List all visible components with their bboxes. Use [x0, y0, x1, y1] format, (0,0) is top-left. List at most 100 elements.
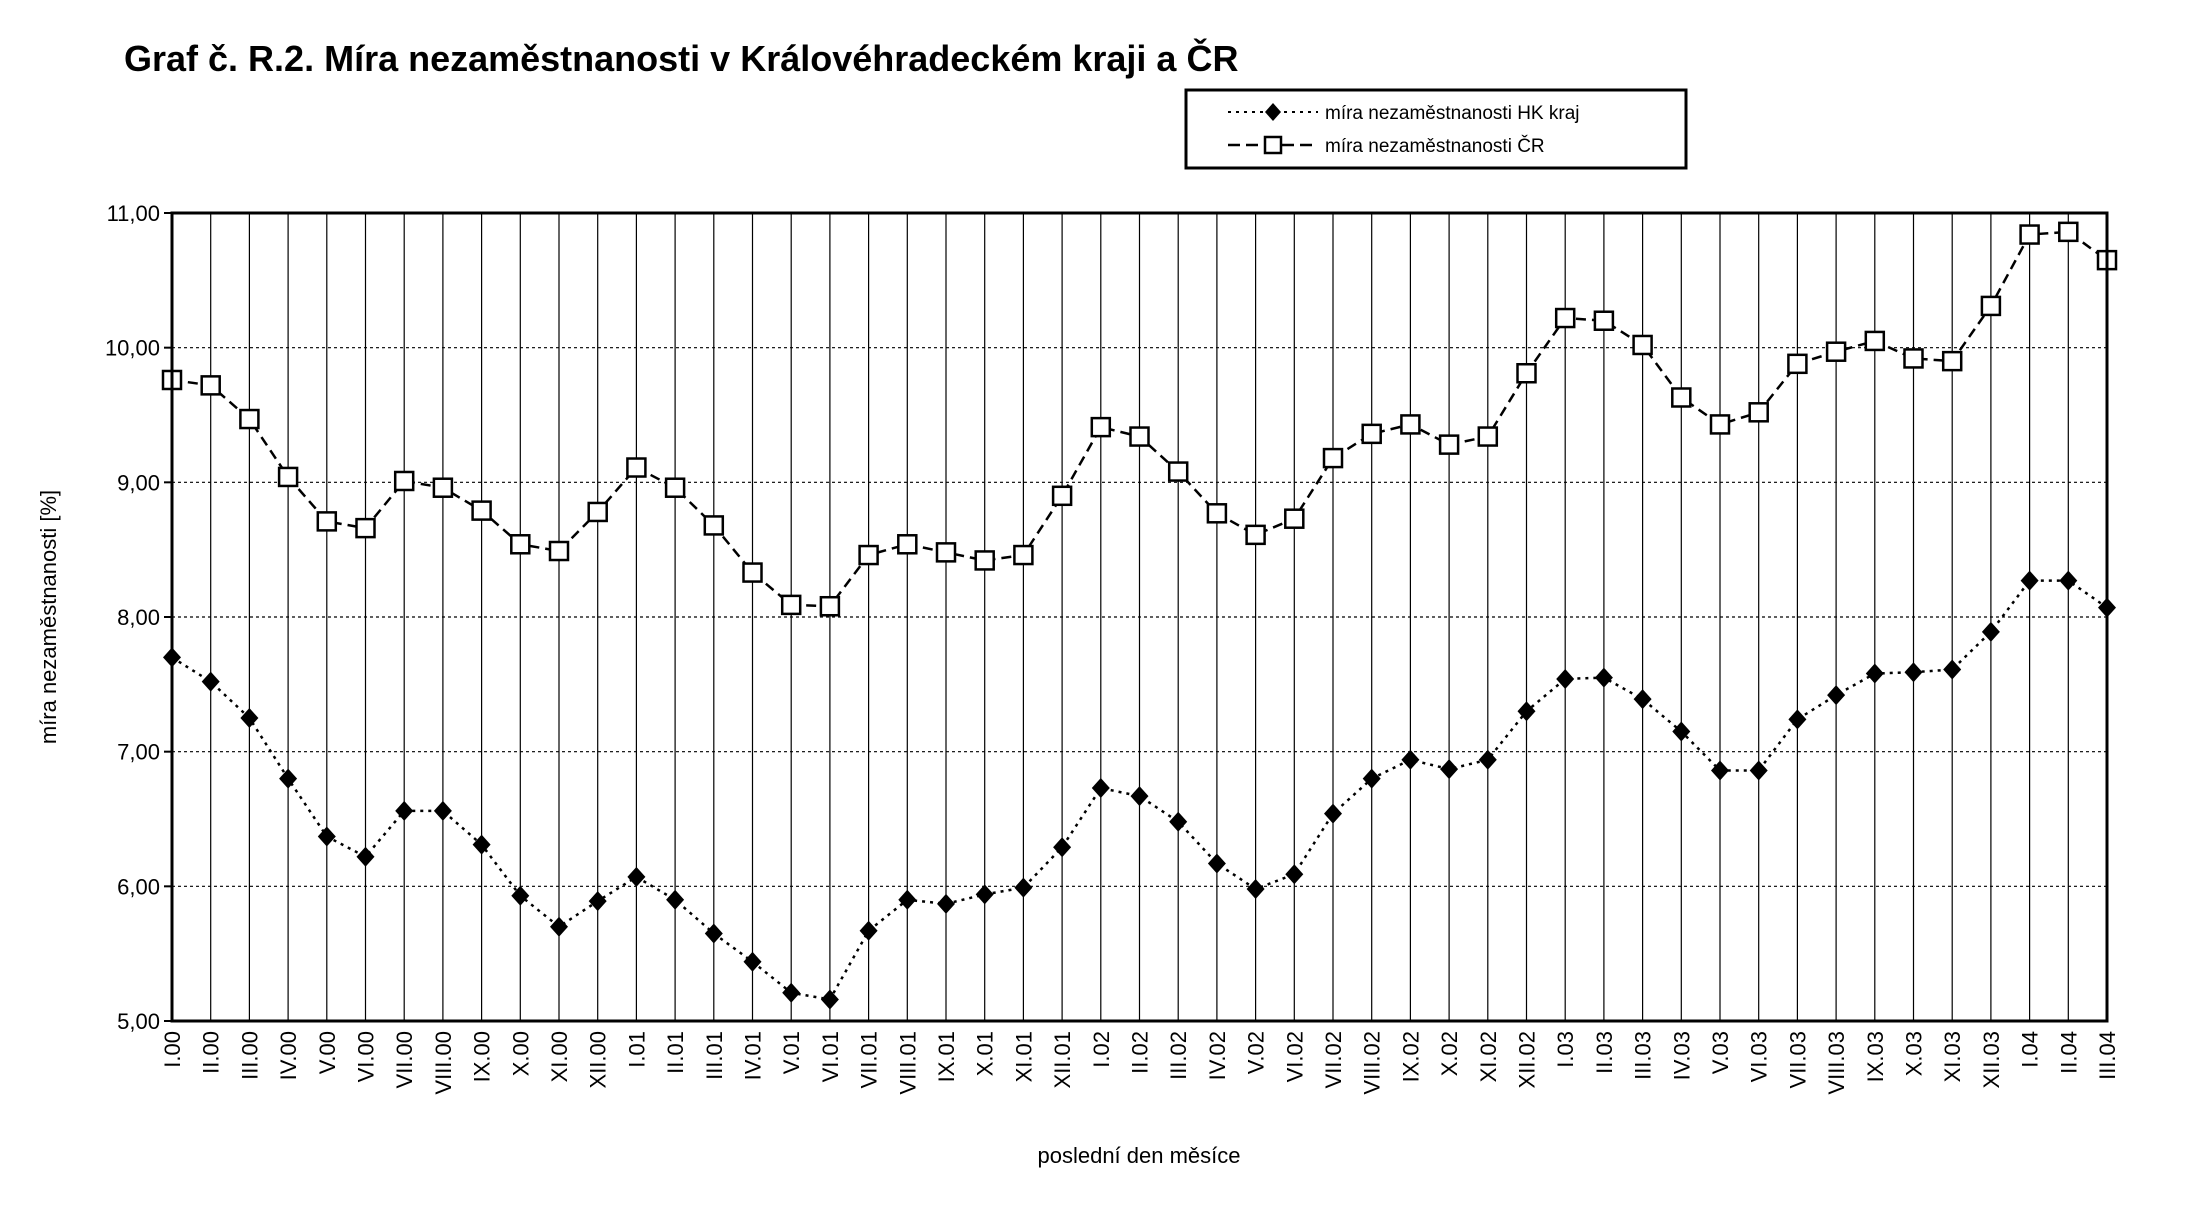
y-tick-label: 10,00 [105, 336, 160, 361]
data-point-hk [1130, 786, 1149, 807]
data-point-cr [1013, 544, 1034, 566]
data-point-hk [1788, 709, 1807, 730]
x-tick-label: I.04 [2018, 1031, 2043, 1068]
data-point-hk [1517, 701, 1536, 722]
data-point-hk [1672, 721, 1691, 742]
data-point-cr [1361, 423, 1382, 445]
data-point-hk [1053, 837, 1072, 858]
data-point-cr [858, 544, 879, 566]
data-point-hk [1943, 659, 1962, 680]
legend: míra nezaměstnanosti HK kraj míra nezamě… [1184, 88, 1688, 170]
data-point-cr [277, 466, 299, 488]
x-tick-label: V.03 [1708, 1031, 1733, 1074]
y-tick-label: 11,00 [107, 201, 160, 226]
data-point-hk [1478, 749, 1497, 770]
x-tick-label: III.02 [1166, 1031, 1191, 1080]
data-point-hk [1014, 877, 1033, 898]
data-point-hk [1091, 778, 1110, 799]
data-point-cr [1477, 426, 1499, 447]
data-point-hk [1362, 768, 1381, 789]
data-point-hk [1749, 760, 1768, 781]
x-tick-label: I.00 [160, 1031, 185, 1068]
x-tick-label: X.00 [508, 1031, 533, 1076]
x-tick-label: IX.02 [1398, 1031, 1423, 1082]
legend-square-icon [1263, 135, 1283, 155]
data-point-hk [201, 671, 220, 692]
plot-area-border [170, 211, 2109, 1023]
x-tick-label: XI.01 [1011, 1031, 1036, 1082]
data-point-hk [472, 834, 491, 855]
x-tick-label: III.04 [2095, 1031, 2120, 1080]
x-tick-label: II.00 [199, 1031, 224, 1074]
data-point-hk [1246, 879, 1265, 900]
data-point-hk [240, 708, 259, 728]
data-point-hk [511, 885, 530, 906]
data-point-cr [239, 408, 260, 430]
data-point-cr [587, 501, 608, 523]
data-point-cr [1709, 414, 1731, 435]
data-point-cr [200, 375, 221, 396]
data-point-cr [819, 595, 841, 617]
x-tick-label: XII.02 [1515, 1031, 1540, 1088]
x-tick-label: V.02 [1244, 1031, 1269, 1074]
data-point-cr [1941, 350, 1963, 372]
y-tick-label: 9,00 [117, 470, 160, 495]
x-tick-label: VIII.02 [1360, 1031, 1385, 1095]
y-axis-title: míra nezaměstnanosti [%] [36, 490, 61, 744]
x-tick-label: XI.00 [547, 1031, 572, 1082]
x-tick-label: IX.01 [934, 1031, 959, 1082]
data-point-hk [782, 982, 801, 1003]
x-tick-label: XI.02 [1476, 1031, 1501, 1082]
data-point-cr [1129, 426, 1150, 447]
x-tick-label: VII.00 [392, 1031, 417, 1088]
y-tick-label: 8,00 [117, 605, 160, 630]
data-point-hk [937, 893, 955, 914]
data-point-cr [355, 517, 376, 539]
x-tick-label: IV.01 [741, 1031, 766, 1080]
x-tick-label: VI.03 [1747, 1031, 1772, 1082]
x-tick-label: VIII.00 [431, 1031, 456, 1095]
data-point-hk [395, 800, 414, 821]
data-point-hk [1169, 811, 1188, 832]
data-point-hk [1827, 685, 1846, 706]
data-point-hk [2059, 570, 2078, 591]
data-point-cr [1825, 341, 1847, 362]
data-point-cr [316, 511, 338, 532]
x-axis-title: poslední den měsíce [1037, 1143, 1240, 1168]
data-point-cr [974, 550, 995, 571]
data-point-hk [1865, 663, 1884, 684]
data-point-cr [510, 534, 531, 555]
data-point-cr [742, 562, 763, 583]
data-point-hk [1981, 621, 2000, 642]
data-point-hk [588, 891, 607, 912]
data-point-hk [1594, 667, 1613, 688]
x-tick-label: XII.01 [1050, 1031, 1075, 1088]
chart-title: Graf č. R.2. Míra nezaměstnanosti v Král… [124, 37, 1238, 79]
x-tick-label: XII.00 [586, 1031, 611, 1088]
legend-label-hk: míra nezaměstnanosti HK kraj [1325, 103, 1580, 124]
data-point-hk [550, 916, 568, 937]
data-point-hk [1904, 662, 1923, 683]
data-point-cr [1090, 416, 1112, 438]
x-tick-label: I.03 [1553, 1031, 1578, 1068]
data-point-cr [1787, 353, 1808, 375]
data-point-hk [1207, 853, 1226, 874]
data-point-cr [1864, 330, 1886, 352]
data-point-cr [626, 457, 647, 478]
data-point-cr [1051, 485, 1073, 507]
data-point-hk [704, 923, 723, 944]
data-point-cr [471, 500, 492, 521]
data-point-hk [820, 989, 839, 1010]
data-point-hk [743, 951, 762, 972]
data-point-hk [1285, 864, 1304, 885]
data-point-cr [1903, 348, 1924, 369]
y-tick-label: 7,00 [117, 740, 160, 765]
data-point-cr [1167, 461, 1189, 482]
data-point-cr [2058, 221, 2079, 243]
x-tick-label: IV.03 [1669, 1031, 1694, 1080]
x-tick-label: X.02 [1437, 1031, 1462, 1076]
data-point-cr [1554, 307, 1576, 329]
data-point-cr [1400, 414, 1421, 435]
data-point-hk [859, 920, 878, 941]
x-tick-label: VI.02 [1282, 1031, 1307, 1082]
